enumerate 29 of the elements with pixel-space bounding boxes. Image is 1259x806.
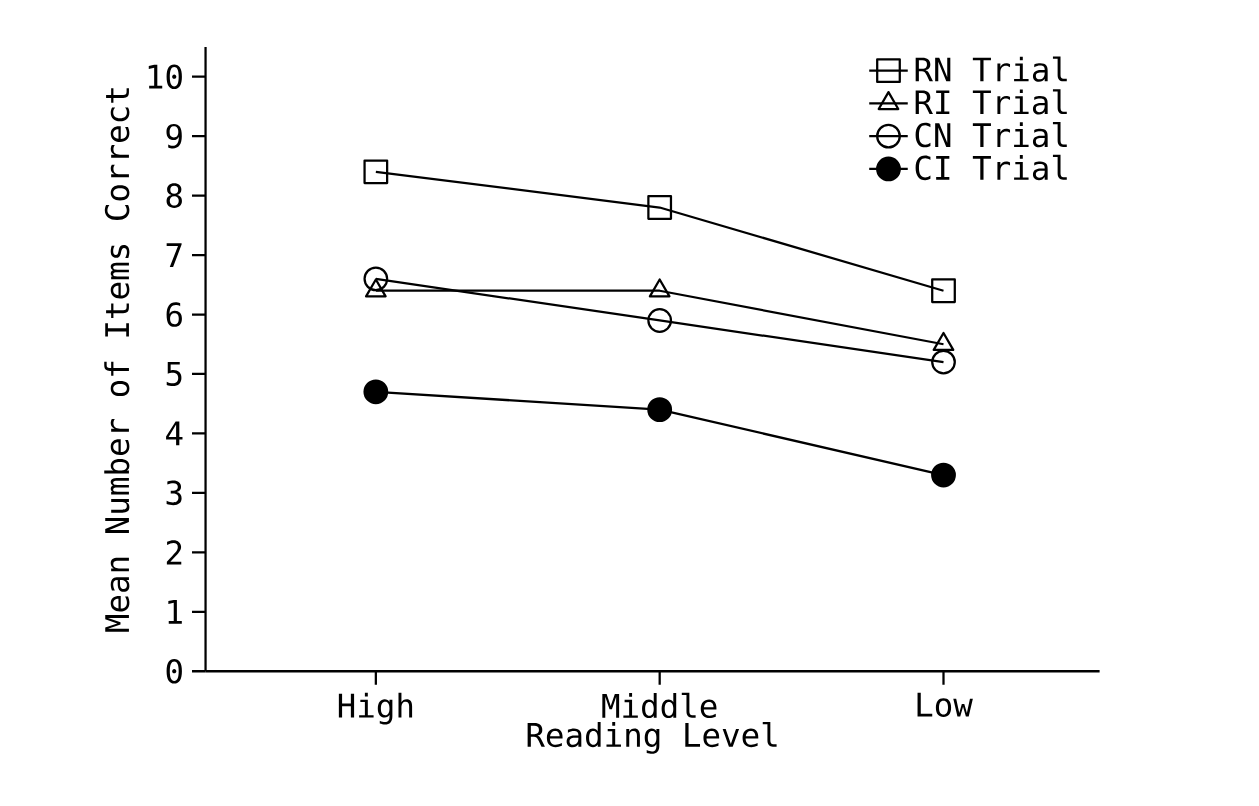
point (931, 278, 956, 304)
point (931, 349, 956, 375)
y-tick-label: 4 (166, 421, 183, 446)
y-tick-label: 3 (166, 480, 182, 506)
point (363, 266, 389, 292)
point (363, 379, 389, 405)
x-axis-title: Reading Level (527, 721, 777, 754)
point (931, 462, 956, 488)
y-tick-label: 2 (166, 540, 182, 565)
x-tick-label: Middle (602, 692, 717, 719)
point (647, 397, 673, 423)
x-tick-label: High (338, 692, 413, 725)
legend-label: RN Trial (915, 56, 1067, 82)
point (647, 308, 673, 333)
y-tick-label: 0 (166, 658, 182, 684)
legend-label: RI Trial (915, 89, 1067, 115)
y-tick-label: 8 (166, 183, 182, 208)
x-tick-label: Low (917, 692, 973, 717)
y-tick-label: 1 (168, 599, 182, 624)
legend-label: CN Trial (915, 121, 1067, 148)
y-axis-title: Mean Number of Items Correct (104, 88, 130, 632)
point (647, 195, 673, 220)
legend-label: CI Trial (915, 154, 1067, 181)
y-tick-label: 7 (166, 243, 182, 267)
point (363, 159, 389, 185)
y-tick-label: 5 (166, 361, 182, 386)
y-tick-label: 9 (166, 123, 182, 149)
y-tick-label: 10 (148, 64, 182, 89)
y-tick-label: 6 (166, 302, 182, 327)
